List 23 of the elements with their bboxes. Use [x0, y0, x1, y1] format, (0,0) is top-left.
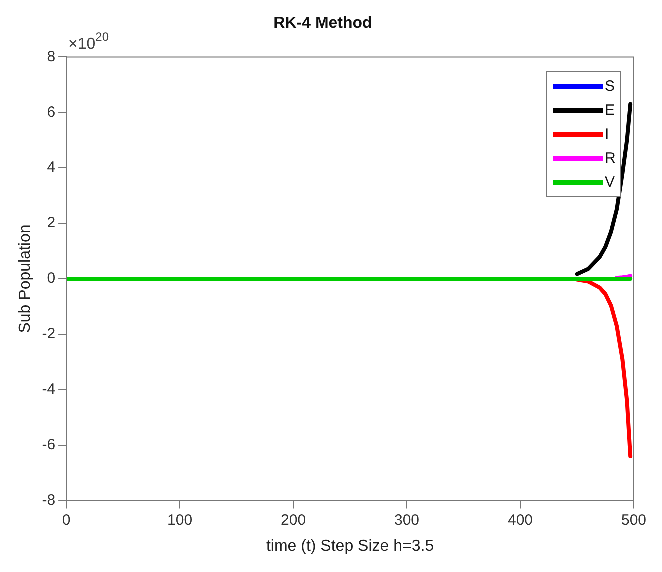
chart-title: RK-4 Method	[274, 15, 372, 32]
x-tick-label: 500	[621, 512, 647, 529]
x-tick-label: 200	[281, 512, 306, 529]
y-tick-label: -4	[42, 381, 56, 398]
y-tick-label: -2	[42, 326, 56, 343]
x-tick-label: 400	[508, 512, 534, 529]
x-tick-label: 100	[168, 512, 193, 529]
y-tick-label: 6	[47, 104, 56, 121]
legend-label: S	[605, 78, 616, 95]
y-tick-label: -6	[42, 436, 56, 454]
legend-label: V	[605, 174, 616, 191]
y-axis-title: Sub Population	[17, 224, 34, 334]
legend-label: R	[605, 150, 616, 167]
legend-label: I	[605, 126, 610, 143]
y-tick-label: -8	[42, 492, 56, 509]
x-tick-label: 300	[394, 512, 420, 529]
y-tick-label: 0	[47, 270, 56, 288]
y-tick-label: 8	[47, 48, 56, 66]
x-axis-title: time (t) Step Size h=3.5	[266, 538, 434, 555]
y-tick-label: 4	[47, 159, 56, 176]
y-tick-label: 2	[47, 214, 56, 232]
legend-label: E	[605, 102, 616, 119]
x-tick-label: 0	[62, 512, 71, 529]
